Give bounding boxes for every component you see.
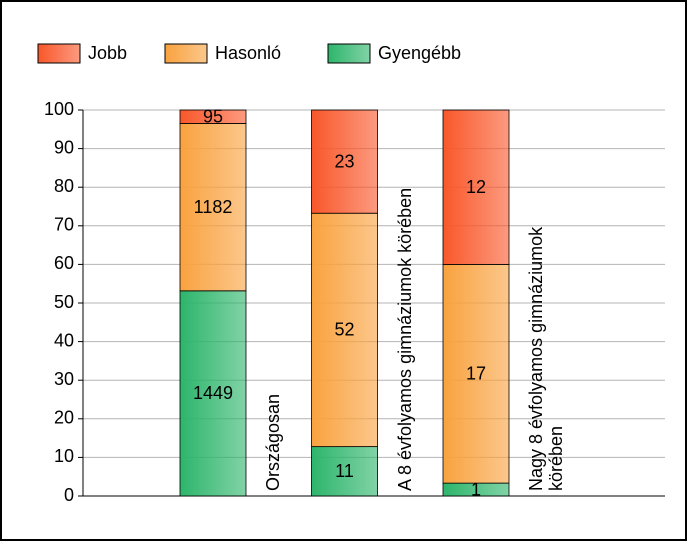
bar-segment [179, 290, 247, 497]
value-label: 12 [466, 177, 486, 197]
bar-segment [179, 109, 247, 124]
y-tick-label: 10 [54, 446, 74, 466]
x-tick-label: A 8 évfolyamos gimnáziumok körében [394, 187, 415, 491]
value-label: 1182 [194, 197, 233, 217]
y-tick-label: 100 [44, 99, 74, 119]
bar-segment [311, 446, 378, 497]
y-tick-label: 30 [54, 369, 74, 389]
y-tick-label: 60 [54, 253, 74, 273]
legend-swatch [37, 43, 81, 64]
value-label: 95 [203, 106, 223, 126]
legend-swatch [327, 43, 371, 64]
legend-swatch [164, 43, 208, 64]
y-tick-label: 50 [54, 292, 74, 312]
bar-segment [311, 212, 378, 448]
y-tick-label: 20 [54, 408, 74, 428]
legend-label: Hasonló [215, 43, 281, 63]
y-tick-label: 70 [54, 215, 74, 235]
value-label: 11 [335, 461, 354, 481]
legend-label: Gyengébb [378, 43, 461, 63]
x-tick-label: Nagy 8 évfolyamos gimnáziumok körében [526, 226, 566, 491]
x-tick-label: Országosan [263, 393, 283, 491]
bar-segment [442, 109, 510, 265]
bar-segment [179, 123, 247, 292]
value-label: 23 [334, 151, 354, 171]
bar-segment [311, 109, 378, 214]
value-label: 1 [471, 479, 481, 499]
y-tick-label: 40 [54, 330, 74, 350]
y-tick-label: 80 [54, 176, 74, 196]
value-label: 1449 [193, 383, 233, 403]
value-label: 17 [466, 364, 486, 384]
legend-label: Jobb [88, 43, 127, 63]
y-tick-label: 90 [54, 137, 74, 157]
value-label: 52 [334, 320, 354, 340]
y-tick-label: 0 [64, 485, 74, 505]
